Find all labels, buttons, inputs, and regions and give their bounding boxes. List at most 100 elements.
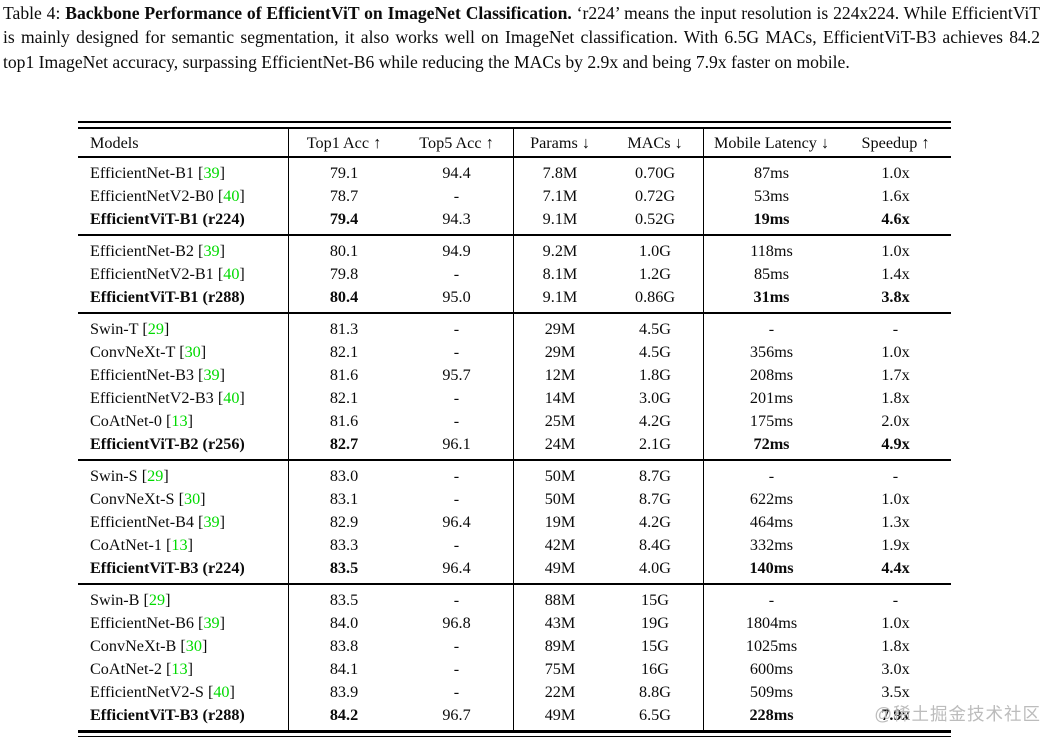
citation-link[interactable]: 40 xyxy=(223,187,240,205)
cell-speedup: 1.4x xyxy=(881,265,910,283)
cell-mobile-latency: 1025ms xyxy=(745,637,798,655)
cell-top5-acc: - xyxy=(453,637,460,655)
citation-link[interactable]: 39 xyxy=(203,513,220,531)
cell-top1-acc: 83.3 xyxy=(329,536,359,554)
cell-speedup: 1.0x xyxy=(881,164,910,182)
citation-link[interactable]: 13 xyxy=(171,660,188,678)
cell-params: 12M xyxy=(544,366,576,384)
table-row: EfficientNetV2-S [40] 83.9 - 22M 8.8G 509ms 3.… xyxy=(78,681,951,704)
cell-top1-acc: 83.5 xyxy=(329,591,359,609)
table-row: CoAtNet-1 [13] 83.3 - 42M 8.4G 332ms 1.9x xyxy=(78,534,951,557)
cell-top1-acc: 80.1 xyxy=(329,242,359,260)
model-name-cell: EfficientViT-B1 (r288) xyxy=(78,286,288,309)
citation-link[interactable]: 39 xyxy=(203,614,220,632)
cell-mobile-latency: 464ms xyxy=(749,513,794,531)
column-divider-macs xyxy=(703,128,704,732)
model-name-cell: EfficientNetV2-B3 [40] xyxy=(90,389,245,407)
cell-macs: 8.8G xyxy=(639,683,671,701)
table-row: Swin-S [29] 83.0 - 50M 8.7G - - xyxy=(78,465,951,488)
cell-params: 75M xyxy=(544,660,576,678)
citation-link[interactable]: 39 xyxy=(203,164,220,182)
citation-link[interactable]: 40 xyxy=(223,389,240,407)
cell-top1-acc: 82.7 xyxy=(329,435,359,453)
model-name-cell: EfficientViT-B1 (r224) xyxy=(78,208,288,231)
cell-top5-acc: - xyxy=(453,320,460,338)
citation-link[interactable]: 29 xyxy=(147,467,164,485)
table-row: CoAtNet-2 [13] 84.1 - 75M 16G 600ms 3.0x xyxy=(78,658,951,681)
table-row: EfficientNet-B4 [39] 82.9 96.4 19M 4.2G 464ms… xyxy=(78,511,951,534)
citation-link[interactable]: 39 xyxy=(203,242,220,260)
cell-params: 9.1M xyxy=(542,210,578,228)
cell-macs: 19G xyxy=(641,614,669,632)
model-name-cell: EfficientNet-B4 [39] xyxy=(90,513,226,531)
model-label: EfficientViT-B3 (r224) xyxy=(90,559,245,577)
citation-link[interactable]: 39 xyxy=(203,366,220,384)
citation-link[interactable]: 13 xyxy=(171,536,188,554)
cell-mobile-latency: 600ms xyxy=(749,660,794,678)
table-row: ConvNeXt-T [30] 82.1 - 29M 4.5G 356ms 1.0x xyxy=(78,341,951,364)
model-name-cell: Swin-B [29] xyxy=(90,591,171,609)
cell-macs: 0.52G xyxy=(634,210,676,228)
model-label: EfficientViT-B3 (r288) xyxy=(90,706,245,724)
cell-macs: 4.5G xyxy=(639,320,671,338)
citation-link[interactable]: 40 xyxy=(223,265,240,283)
column-header: Mobile Latency ↓ xyxy=(713,134,830,152)
model-name-cell: EfficientNet-B2 [39] xyxy=(90,242,226,260)
cell-params: 8.1M xyxy=(542,265,578,283)
column-header: Top5 Acc ↑ xyxy=(419,134,494,152)
caption-prefix: Table 4: xyxy=(3,3,66,23)
citation-link[interactable]: 30 xyxy=(185,637,202,655)
cell-top1-acc: 83.0 xyxy=(329,467,359,485)
cell-top5-acc: 96.4 xyxy=(442,559,471,577)
table-row: ConvNeXt-B [30] 83.8 - 89M 15G 1025ms 1.8x xyxy=(78,635,951,658)
model-label: EfficientNetV2-B1 xyxy=(90,265,214,283)
cell-speedup: 1.3x xyxy=(881,513,910,531)
cell-top1-acc: 79.1 xyxy=(329,164,359,182)
cell-params: 88M xyxy=(544,591,576,609)
cell-macs: 16G xyxy=(641,660,669,678)
model-name-cell: ConvNeXt-T [30] xyxy=(90,343,207,361)
table-row: ConvNeXt-S [30] 83.1 - 50M 8.7G 622ms 1.0x xyxy=(78,488,951,511)
cell-params: 49M xyxy=(544,559,576,577)
cell-top1-acc: 82.1 xyxy=(329,389,359,407)
cell-speedup: 1.0x xyxy=(881,343,910,361)
cell-speedup: 1.0x xyxy=(881,242,910,260)
model-label: EfficientNetV2-B0 xyxy=(90,187,214,205)
table-top-double-rule xyxy=(78,121,951,129)
cell-macs: 6.5G xyxy=(639,706,671,724)
cell-top1-acc: 79.8 xyxy=(329,265,359,283)
model-label: EfficientViT-B1 (r224) xyxy=(90,210,245,228)
cell-macs: 4.2G xyxy=(639,412,671,430)
cell-mobile-latency: 332ms xyxy=(749,536,794,554)
table-row: Swin-B [29] 83.5 - 88M 15G - - xyxy=(78,589,951,612)
cell-mobile-latency: 31ms xyxy=(753,288,790,306)
model-label: ConvNeXt-T xyxy=(90,343,176,361)
cell-macs: 2.1G xyxy=(639,435,671,453)
table-row: EfficientNet-B2 [39] 80.1 94.9 9.2M 1.0G 118m… xyxy=(78,240,951,263)
citation-link[interactable]: 29 xyxy=(148,591,166,609)
citation-link[interactable]: 13 xyxy=(171,412,188,430)
cell-speedup: 1.7x xyxy=(881,366,910,384)
cell-params: 43M xyxy=(544,614,576,632)
model-label: CoAtNet-0 xyxy=(90,412,162,430)
cell-top5-acc: - xyxy=(453,265,460,283)
model-name-cell: ConvNeXt-S [30] xyxy=(90,490,206,508)
cell-speedup: 1.0x xyxy=(881,614,910,632)
citation-link[interactable]: 30 xyxy=(184,343,201,361)
model-label: Swin-S xyxy=(90,467,138,485)
cell-params: 49M xyxy=(544,706,576,724)
citation-link[interactable]: 30 xyxy=(183,490,201,508)
cell-params: 50M xyxy=(544,467,576,485)
column-header-models: Models xyxy=(90,134,139,152)
cell-mobile-latency: - xyxy=(768,467,775,485)
group-separator-rule xyxy=(78,459,951,461)
citation-link[interactable]: 29 xyxy=(147,320,164,338)
cell-mobile-latency: 19ms xyxy=(753,210,790,228)
cell-mobile-latency: 118ms xyxy=(750,242,793,260)
cell-top1-acc: 78.7 xyxy=(329,187,359,205)
cell-params: 7.1M xyxy=(542,187,578,205)
cell-macs: 0.86G xyxy=(634,288,676,306)
citation-link[interactable]: 40 xyxy=(213,683,230,701)
cell-macs: 8.4G xyxy=(639,536,671,554)
model-name-cell: EfficientViT-B3 (r288) xyxy=(78,704,288,727)
